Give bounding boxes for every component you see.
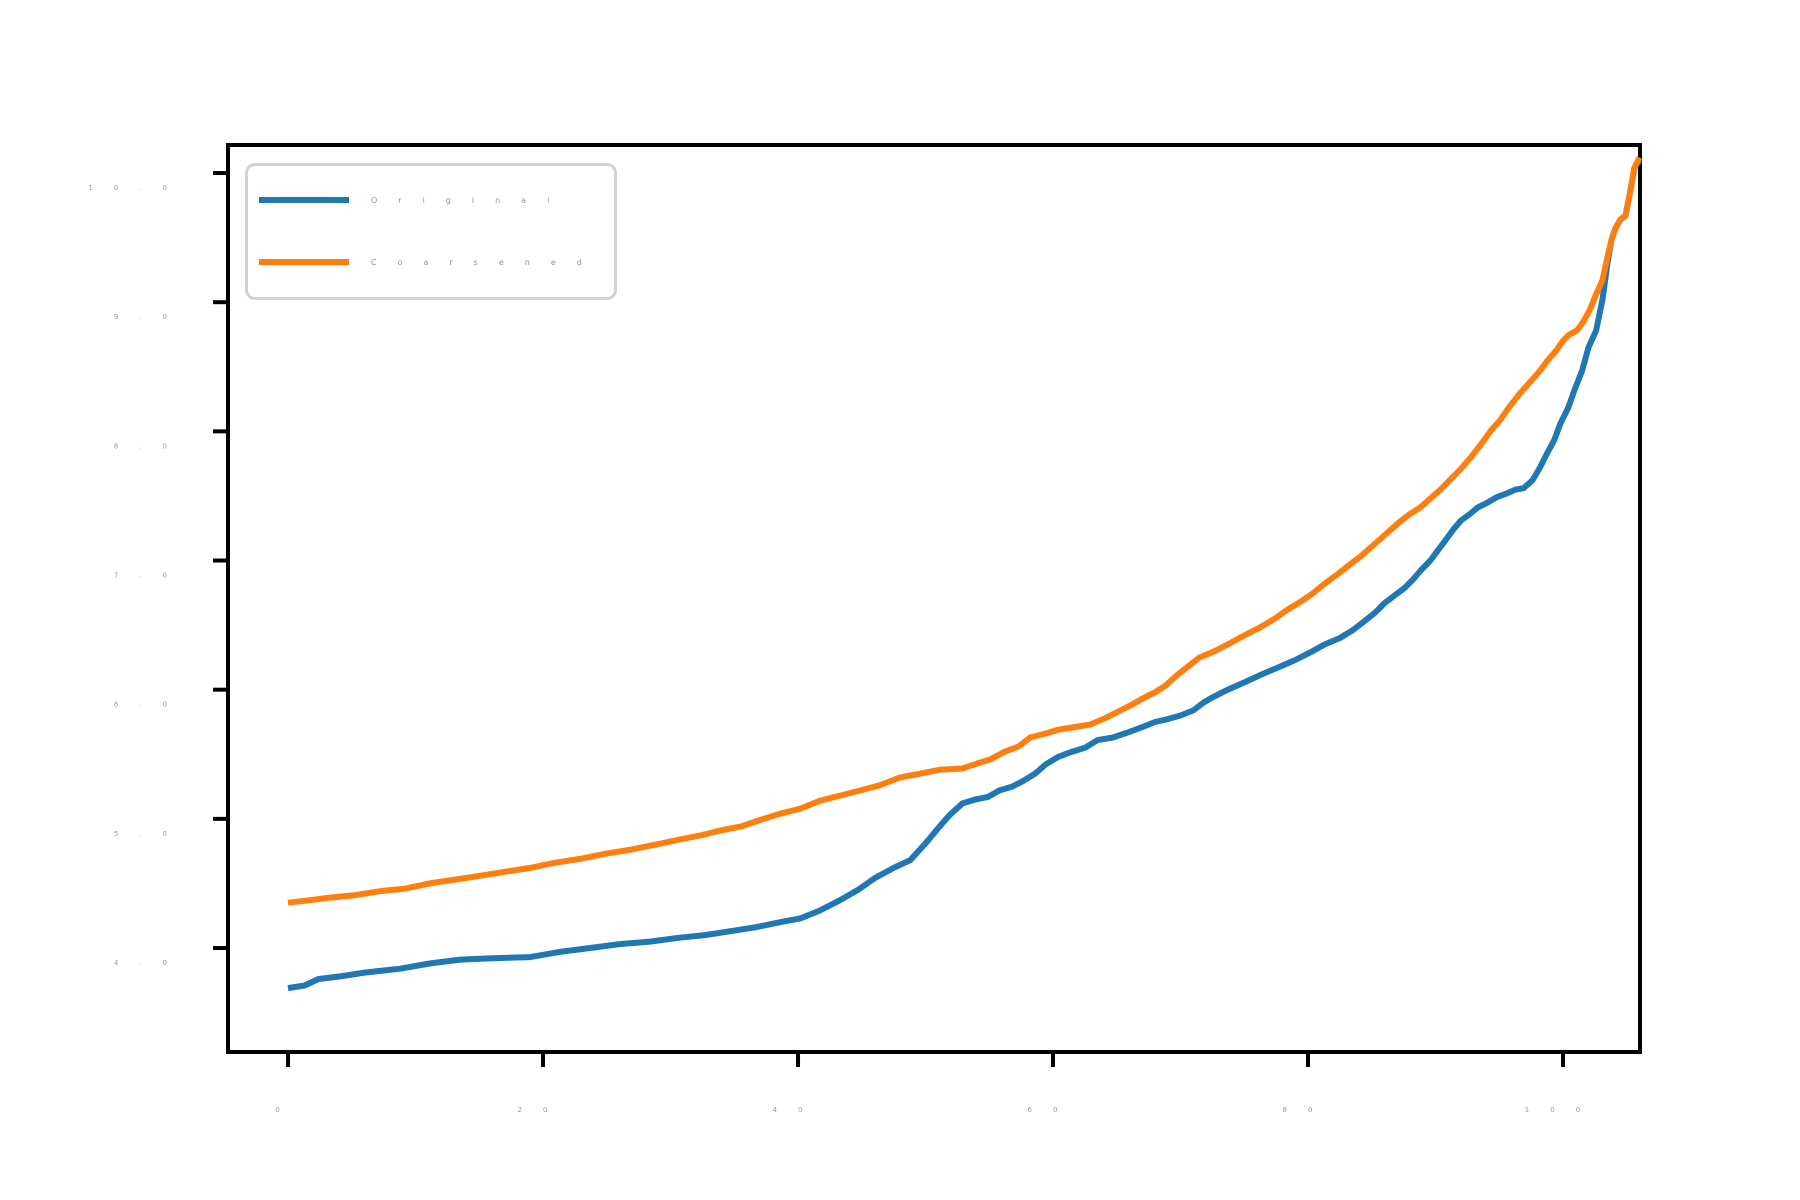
original-line [287, 158, 1643, 992]
x-tick-label: 80 [1283, 1106, 1334, 1114]
legend-label-original: Original [371, 195, 571, 205]
coarsened-line [287, 156, 1643, 906]
x-tick-label: 60 [1028, 1106, 1079, 1114]
y-tick-label: 8.0 [114, 442, 188, 450]
legend-item-original: Original [259, 190, 570, 210]
y-tick-label: 10.0 [88, 184, 188, 192]
y-tick-label: 4.0 [114, 959, 188, 967]
axes-frame [226, 143, 1642, 1054]
legend-item-coarsened: Coarsened [259, 252, 603, 272]
y-tick-label: 7.0 [114, 572, 188, 580]
x-tick-label: 20 [518, 1106, 569, 1114]
y-tick-label: 9.0 [114, 313, 188, 321]
y-tick-label: 6.0 [114, 701, 188, 709]
original-line-swatch [259, 197, 349, 203]
x-tick-label: 100 [1525, 1106, 1601, 1114]
coarsened-line-swatch [259, 259, 349, 265]
x-tick-label: 40 [773, 1106, 824, 1114]
legend: Original Coarsened [245, 163, 617, 300]
y-tick-label: 5.0 [114, 830, 188, 838]
x-tick-label: 0 [275, 1106, 300, 1114]
legend-label-coarsened: Coarsened [371, 257, 603, 267]
